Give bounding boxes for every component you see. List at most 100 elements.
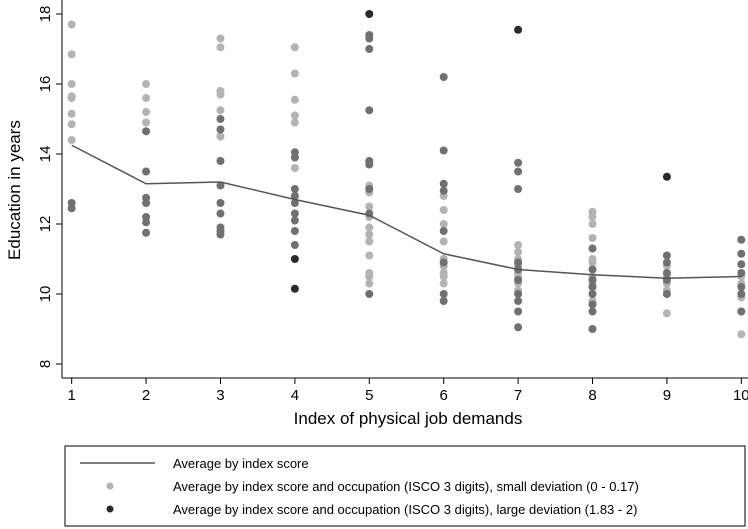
point [737, 235, 746, 244]
point [365, 279, 374, 288]
point [290, 192, 299, 200]
point [365, 290, 374, 298]
point [662, 269, 671, 277]
point [588, 213, 597, 221]
point [514, 25, 523, 34]
point [216, 43, 225, 52]
point [514, 248, 523, 256]
point [290, 95, 299, 104]
point [290, 241, 299, 249]
point [365, 272, 374, 281]
point [290, 164, 299, 172]
point [439, 237, 448, 246]
point [439, 186, 448, 195]
point [290, 69, 299, 78]
legend-label: Average by index score and occupation (I… [173, 479, 639, 494]
point [514, 290, 523, 298]
legend-label: Average by index score and occupation (I… [173, 502, 637, 517]
point [290, 43, 299, 52]
x-tick-label: 2 [142, 387, 150, 404]
point [290, 216, 299, 225]
point [737, 260, 746, 269]
point [588, 307, 597, 316]
point [588, 300, 597, 309]
point [142, 199, 151, 207]
point [67, 109, 76, 118]
point [737, 269, 746, 277]
point [216, 230, 225, 239]
point [514, 258, 523, 267]
point [290, 153, 299, 162]
point [662, 251, 671, 260]
x-tick-label: 8 [588, 387, 596, 404]
point [514, 241, 523, 249]
point [67, 136, 76, 144]
point [439, 290, 448, 298]
point [514, 276, 523, 284]
point [514, 185, 523, 193]
point [662, 290, 671, 298]
x-tick-label: 3 [216, 387, 224, 404]
point [216, 90, 225, 99]
point [365, 45, 374, 53]
point [439, 227, 448, 235]
legend-swatch [106, 505, 114, 513]
point [67, 120, 76, 129]
x-tick-label: 5 [365, 387, 373, 404]
point [142, 167, 151, 176]
y-tick-label: 18 [37, 6, 54, 23]
legend-swatch [106, 482, 114, 490]
point [216, 115, 225, 123]
x-tick-label: 7 [514, 387, 522, 404]
point [737, 290, 746, 298]
point [514, 167, 523, 176]
point [365, 230, 374, 239]
y-tick-label: 8 [37, 360, 54, 368]
point [142, 218, 151, 227]
point [662, 309, 671, 318]
point [142, 228, 151, 237]
point [588, 265, 597, 274]
point [439, 146, 448, 155]
point [439, 272, 448, 281]
point [142, 108, 151, 116]
point [142, 127, 151, 136]
point [662, 172, 671, 181]
legend-box [64, 445, 746, 527]
point [290, 199, 299, 207]
point [588, 283, 597, 291]
point [290, 209, 299, 218]
point [142, 80, 151, 88]
point [439, 206, 448, 214]
y-tick-label: 10 [37, 286, 54, 303]
point [514, 297, 523, 305]
point [142, 94, 151, 102]
point [662, 258, 671, 267]
point [216, 34, 225, 43]
point [290, 227, 299, 235]
point [365, 10, 374, 18]
point [514, 158, 523, 167]
point [588, 234, 597, 242]
point [514, 323, 523, 332]
point [588, 276, 597, 284]
point [365, 223, 374, 232]
point [216, 181, 225, 190]
point [290, 185, 299, 193]
point [67, 80, 76, 88]
point [439, 279, 448, 288]
point [365, 34, 374, 43]
x-tick-label: 1 [68, 387, 76, 404]
point [142, 118, 151, 127]
point [439, 179, 448, 188]
point [365, 202, 374, 211]
point [67, 50, 76, 59]
point [662, 276, 671, 284]
x-tick-label: 4 [291, 387, 299, 404]
point [365, 251, 374, 260]
point [439, 258, 448, 267]
point [290, 255, 299, 263]
x-tick-label: 6 [440, 387, 448, 404]
point [216, 125, 225, 134]
